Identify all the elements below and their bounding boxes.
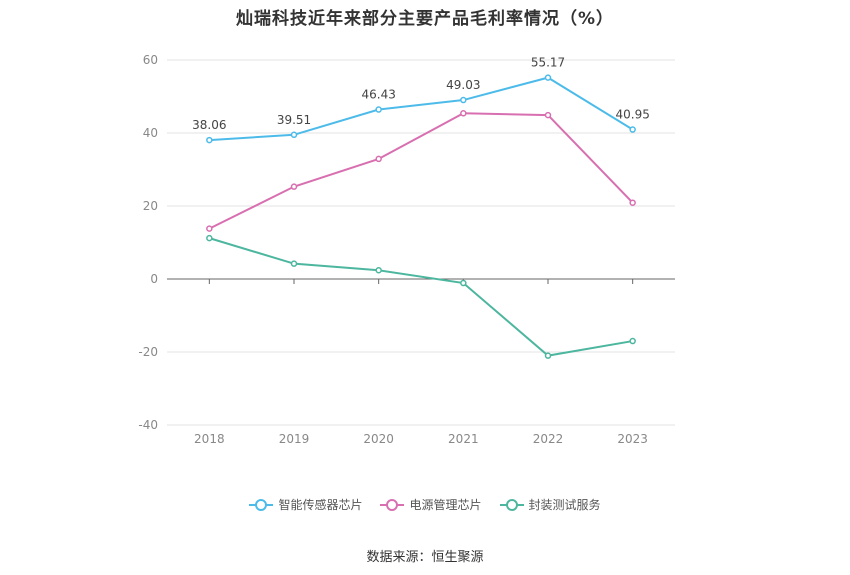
data-point [544,111,552,119]
chart-title: 灿瑞科技近年来部分主要产品毛利率情况（%） [235,9,615,29]
data-point [544,74,552,81]
x-tick-label: 2021 [448,432,479,446]
legend-item-smart-sensor[interactable]: 智能传感器芯片 [249,496,362,513]
series-line [209,237,633,357]
x-tick-label: 2020 [363,432,394,446]
data-point [375,266,382,274]
data-label: 38.06 [192,118,226,132]
legend-label: 智能传感器芯片 [278,498,363,512]
series-line [208,112,634,230]
data-point [460,279,467,287]
y-tick-label: 40 [143,126,158,140]
legend-label: 电源管理芯片 [409,498,482,512]
data-point [206,234,213,242]
data-point [460,96,467,104]
data-point [290,131,298,139]
y-tick-label: -40 [138,418,158,432]
data-label: 49.03 [446,78,480,92]
data-point [290,183,298,190]
data-label: 46.43 [361,88,395,102]
y-tick-label: 0 [150,272,158,286]
y-tick-label: 60 [143,53,158,67]
y-tick-label: 20 [143,199,158,213]
data-source: 数据来源：恒生聚源 [366,550,484,565]
legend-marker-icon [499,498,524,512]
data-label: 55.17 [531,56,565,70]
data-label: 40.95 [615,108,649,122]
data-point [629,126,636,133]
data-point [206,136,213,144]
data-point [206,225,213,232]
legend-item-power-management[interactable]: 电源管理芯片 [380,496,482,513]
chart-legend: 智能传感器芯片 电源管理芯片 封装测试服务 [0,496,850,513]
data-point [629,337,636,345]
x-tick-label: 2023 [617,432,648,446]
data-point [460,110,467,117]
x-tick-label: 2018 [194,432,225,446]
data-label: 39.51 [277,113,311,127]
data-point [375,106,382,113]
data-point [290,260,298,267]
legend-item-packaging-testing[interactable]: 封装测试服务 [499,496,601,513]
legend-label: 封装测试服务 [528,498,601,512]
legend-marker-icon [380,498,405,512]
series-line [209,76,634,142]
data-point [544,352,552,359]
legend-marker-icon [249,498,274,512]
line-chart: -40 -20 0 20 40 60 2018 2019 2020 2021 2022 2023 38.… [138,53,675,446]
data-point [375,155,382,163]
data-point [629,199,636,206]
x-tick-label: 2022 [533,432,564,446]
y-tick-label: -20 [138,345,158,359]
x-tick-label: 2019 [279,432,310,446]
